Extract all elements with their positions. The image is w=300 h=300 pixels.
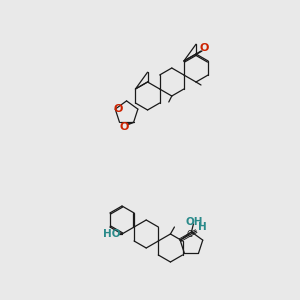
Text: C: C bbox=[186, 230, 192, 239]
Text: O: O bbox=[120, 122, 129, 132]
Text: OH: OH bbox=[186, 217, 203, 227]
Text: HO: HO bbox=[103, 229, 121, 239]
Text: O: O bbox=[199, 43, 209, 53]
Text: H: H bbox=[198, 222, 206, 232]
Text: O: O bbox=[114, 104, 123, 114]
